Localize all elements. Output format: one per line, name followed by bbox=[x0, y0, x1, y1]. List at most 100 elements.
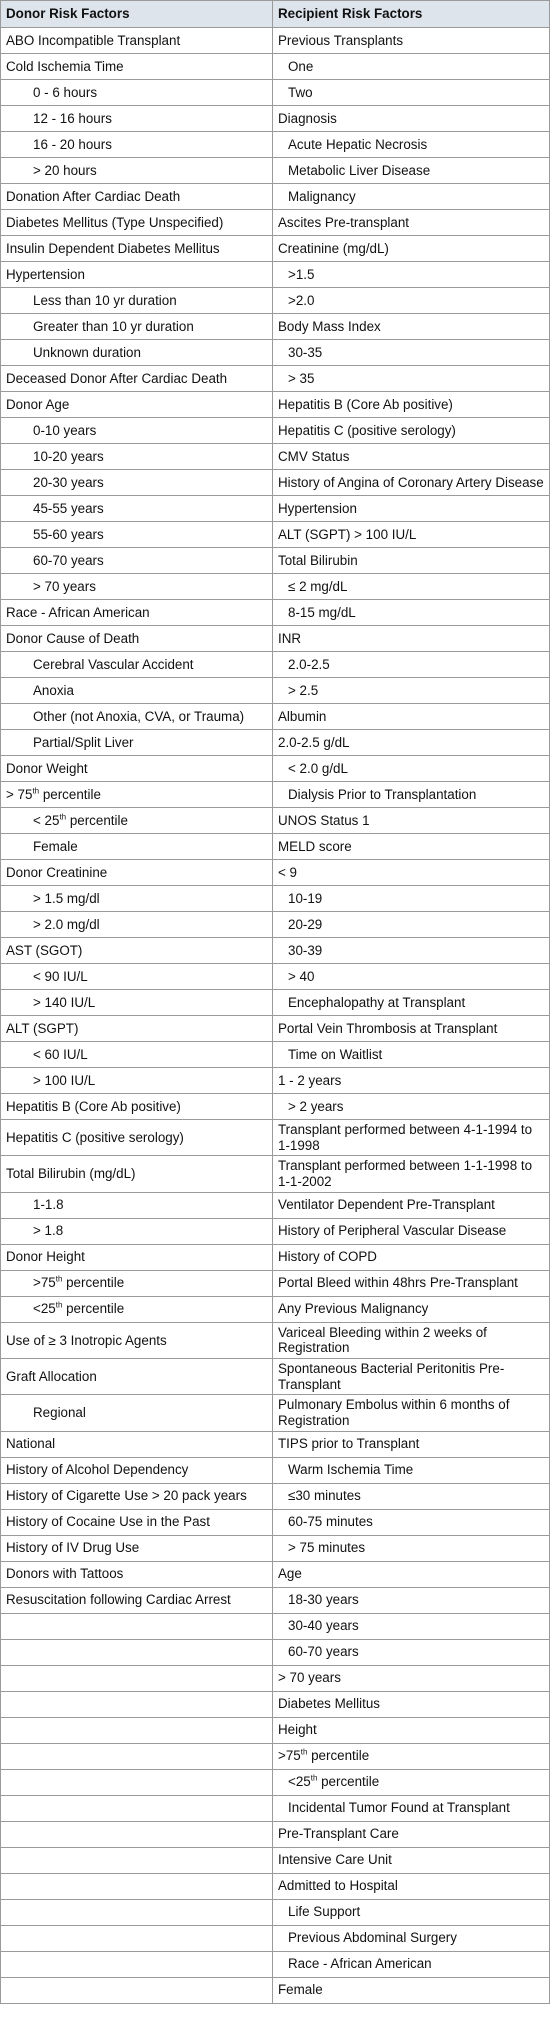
donor-cell: Deceased Donor After Cardiac Death bbox=[0, 365, 273, 392]
table-row: History of IV Drug Use > 75 minutes bbox=[0, 1534, 550, 1562]
donor-cell: 45-55 years bbox=[0, 495, 273, 522]
header-cell: Recipient Risk Factors bbox=[272, 0, 550, 28]
recipient-cell: <25th percentile bbox=[272, 1768, 550, 1796]
table-row: > 1.8 History of Peripheral Vascular Dise… bbox=[0, 1217, 550, 1245]
table-row: Intensive Care Unit bbox=[0, 1846, 550, 1874]
recipient-cell: 20-29 bbox=[272, 911, 550, 938]
donor-cell: History of Cigarette Use > 20 pack years bbox=[0, 1482, 273, 1510]
table-row: Greater than 10 yr duration Body Mass Ind… bbox=[0, 313, 550, 340]
recipient-cell: Spontaneous Bacterial Peritonitis Pre-Tr… bbox=[272, 1358, 550, 1396]
recipient-cell: Diabetes Mellitus bbox=[272, 1690, 550, 1718]
table-row: Donor Creatinine < 9 bbox=[0, 859, 550, 886]
recipient-cell: History of COPD bbox=[272, 1243, 550, 1271]
recipient-cell: Hepatitis C (positive serology) bbox=[272, 417, 550, 444]
donor-cell: Unknown duration bbox=[0, 339, 273, 366]
donor-cell: Greater than 10 yr duration bbox=[0, 313, 273, 340]
table-row: Donor Age Hepatitis B (Core Ab positive) bbox=[0, 391, 550, 418]
donor-cell bbox=[0, 1768, 273, 1796]
table-row: > 100 IU/L 1 - 2 years bbox=[0, 1067, 550, 1094]
donor-cell bbox=[0, 1612, 273, 1640]
recipient-cell: Any Previous Malignancy bbox=[272, 1295, 550, 1323]
donor-cell bbox=[0, 1664, 273, 1692]
recipient-cell: ALT (SGPT) > 100 IU/L bbox=[272, 521, 550, 548]
table-row: Previous Abdominal Surgery bbox=[0, 1924, 550, 1952]
recipient-cell: Pre-Transplant Care bbox=[272, 1820, 550, 1848]
recipient-cell: >1.5 bbox=[272, 261, 550, 288]
recipient-cell: 2.0-2.5 bbox=[272, 651, 550, 678]
table-row: Donor Weight < 2.0 g/dL bbox=[0, 755, 550, 782]
donor-cell: Donor Height bbox=[0, 1243, 273, 1271]
table-row: Life Support bbox=[0, 1898, 550, 1926]
donor-cell: > 70 years bbox=[0, 573, 273, 600]
recipient-cell: 60-70 years bbox=[272, 1638, 550, 1666]
donor-cell bbox=[0, 1950, 273, 1978]
recipient-cell: Diagnosis bbox=[272, 105, 550, 132]
donor-cell: National bbox=[0, 1430, 273, 1458]
recipient-cell: >2.0 bbox=[272, 287, 550, 314]
table-row: > 2.0 mg/dl 20-29 bbox=[0, 911, 550, 938]
table-row: Use of ≥ 3 Inotropic Agents Variceal Blee… bbox=[0, 1321, 550, 1360]
recipient-cell: 1 - 2 years bbox=[272, 1067, 550, 1094]
table-row: Cold Ischemia Time One bbox=[0, 53, 550, 80]
donor-cell: < 90 IU/L bbox=[0, 963, 273, 990]
table-row: Diabetes Mellitus (Type Unspecified) Asci… bbox=[0, 209, 550, 236]
donor-cell: Hepatitis B (Core Ab positive) bbox=[0, 1093, 273, 1120]
donor-cell: <25th percentile bbox=[0, 1295, 273, 1323]
table-row: 60-70 years bbox=[0, 1638, 550, 1666]
donor-cell: Resuscitation following Cardiac Arrest bbox=[0, 1586, 273, 1614]
donor-cell: Donors with Tattoos bbox=[0, 1560, 273, 1588]
recipient-cell: Creatinine (mg/dL) bbox=[272, 235, 550, 262]
donor-cell: Female bbox=[0, 833, 273, 860]
table-row: Hepatitis B (Core Ab positive) > 2 years bbox=[0, 1093, 550, 1120]
donor-cell: 10-20 years bbox=[0, 443, 273, 470]
recipient-cell: Acute Hepatic Necrosis bbox=[272, 131, 550, 158]
donor-cell bbox=[0, 1976, 273, 2004]
table-row: 30-40 years bbox=[0, 1612, 550, 1640]
donor-cell: Donor Creatinine bbox=[0, 859, 273, 886]
donor-cell: > 140 IU/L bbox=[0, 989, 273, 1016]
recipient-cell: 8-15 mg/dL bbox=[272, 599, 550, 626]
table-row: > 140 IU/L Encephalopathy at Transplant bbox=[0, 989, 550, 1016]
recipient-cell: Two bbox=[272, 79, 550, 106]
donor-cell: 1-1.8 bbox=[0, 1191, 273, 1219]
donor-cell: ABO Incompatible Transplant bbox=[0, 27, 273, 54]
donor-cell: Donor Weight bbox=[0, 755, 273, 782]
table-row: Cerebral Vascular Accident 2.0-2.5 bbox=[0, 651, 550, 678]
table-row: 45-55 years Hypertension bbox=[0, 495, 550, 522]
recipient-cell: Race - African American bbox=[272, 1950, 550, 1978]
recipient-cell: 60-75 minutes bbox=[272, 1508, 550, 1536]
table-row: Graft Allocation Spontaneous Bacterial Pe… bbox=[0, 1358, 550, 1396]
donor-cell bbox=[0, 1638, 273, 1666]
recipient-cell: Height bbox=[272, 1716, 550, 1744]
table-row: ABO Incompatible Transplant Previous Tran… bbox=[0, 27, 550, 54]
recipient-cell: Body Mass Index bbox=[272, 313, 550, 340]
table-row: ALT (SGPT) Portal Vein Thrombosis at Tran… bbox=[0, 1015, 550, 1042]
table-row: 16 - 20 hours Acute Hepatic Necrosis bbox=[0, 131, 550, 158]
table-row: 0-10 years Hepatitis C (positive serology… bbox=[0, 417, 550, 444]
donor-cell: Total Bilirubin (mg/dL) bbox=[0, 1155, 273, 1193]
table-row: 60-70 years Total Bilirubin bbox=[0, 547, 550, 574]
donor-cell: 16 - 20 hours bbox=[0, 131, 273, 158]
recipient-cell: 30-39 bbox=[272, 937, 550, 964]
table-row: > 75th percentile Dialysis Prior to Trans… bbox=[0, 781, 550, 808]
donor-cell: < 60 IU/L bbox=[0, 1041, 273, 1068]
recipient-cell: Intensive Care Unit bbox=[272, 1846, 550, 1874]
recipient-cell: 30-40 years bbox=[272, 1612, 550, 1640]
table-row: > 20 hours Metabolic Liver Disease bbox=[0, 157, 550, 184]
donor-cell: Cerebral Vascular Accident bbox=[0, 651, 273, 678]
donor-cell: Use of ≥ 3 Inotropic Agents bbox=[0, 1321, 273, 1360]
table-row: <25th percentile bbox=[0, 1768, 550, 1796]
donor-cell: ALT (SGPT) bbox=[0, 1015, 273, 1042]
recipient-cell: 10-19 bbox=[272, 885, 550, 912]
table-row: Donors with Tattoos Age bbox=[0, 1560, 550, 1588]
recipient-cell: Time on Waitlist bbox=[272, 1041, 550, 1068]
recipient-cell: Variceal Bleeding within 2 weeks of Regi… bbox=[272, 1321, 550, 1360]
table-row: Total Bilirubin (mg/dL) Transplant perfor… bbox=[0, 1155, 550, 1193]
table-row: National TIPS prior to Transplant bbox=[0, 1430, 550, 1458]
table-row: 55-60 years ALT (SGPT) > 100 IU/L bbox=[0, 521, 550, 548]
donor-cell: 20-30 years bbox=[0, 469, 273, 496]
table-row: Insulin Dependent Diabetes Mellitus Creat… bbox=[0, 235, 550, 262]
donor-cell: Hepatitis C (positive serology) bbox=[0, 1118, 273, 1157]
donor-cell: Donor Age bbox=[0, 391, 273, 418]
